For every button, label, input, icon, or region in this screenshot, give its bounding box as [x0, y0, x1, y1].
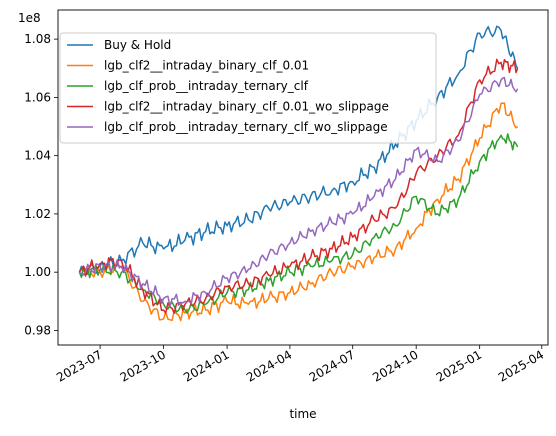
y-tick-label: 1.08 [24, 32, 51, 46]
y-tick-label: 1.04 [24, 149, 51, 163]
plot-frame [57, 9, 549, 346]
series-line [78, 25, 519, 276]
y-tick-label: 0.98 [24, 323, 51, 337]
legend: Buy & Hold lgb_clf2__intraday_binary_clf_… [59, 32, 437, 144]
x-axis-label: time [289, 407, 316, 421]
legend-label: lgb_clf2__intraday_binary_clf_0.01 [104, 59, 309, 73]
series-line [78, 76, 519, 307]
legend-label: lgb_clf_prob__intraday_ternary_clf [104, 79, 309, 93]
y-tick-label: 1.06 [24, 90, 51, 104]
y-tick-label: 1.00 [24, 265, 51, 279]
y-axis: 0.98 1.00 1.02 1.04 1.06 1.08 [24, 32, 58, 337]
y-scale-label: 1e8 [18, 11, 41, 25]
legend-label: lgb_clf_prob__intraday_ternary_clf_wo_sl… [104, 120, 388, 134]
legend-label: lgb_clf2__intraday_binary_clf_0.01_wo_sl… [104, 100, 389, 114]
y-tick-label: 1.02 [24, 207, 51, 221]
series-line [78, 58, 519, 314]
series-lines [78, 25, 519, 322]
series-line [78, 102, 519, 322]
legend-box [59, 32, 437, 144]
legend-label: Buy & Hold [104, 38, 171, 52]
